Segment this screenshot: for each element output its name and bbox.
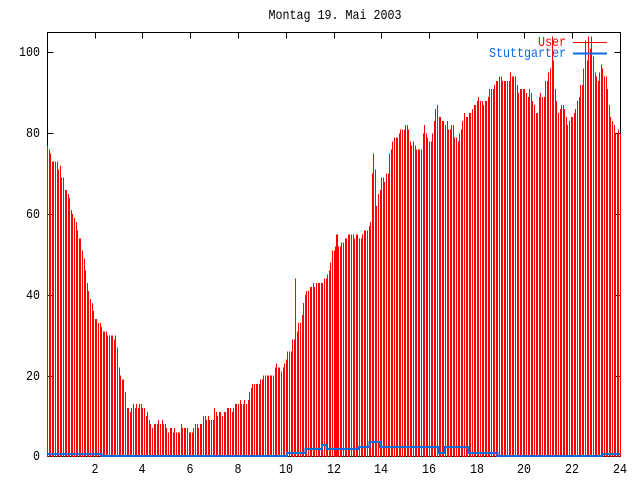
svg-text:6: 6 (187, 462, 194, 478)
svg-text:20: 20 (517, 462, 531, 478)
svg-text:40: 40 (26, 288, 40, 304)
svg-text:14: 14 (374, 462, 388, 478)
svg-text:60: 60 (26, 207, 40, 223)
svg-text:80: 80 (26, 126, 40, 142)
svg-text:4: 4 (139, 462, 146, 478)
svg-text:8: 8 (235, 462, 242, 478)
svg-text:10: 10 (279, 462, 293, 478)
svg-text:24: 24 (613, 462, 627, 478)
svg-text:18: 18 (470, 462, 484, 478)
svg-text:User: User (538, 35, 566, 51)
svg-text:20: 20 (26, 369, 40, 385)
svg-text:16: 16 (422, 462, 436, 478)
svg-text:2: 2 (92, 462, 99, 478)
svg-text:12: 12 (327, 462, 341, 478)
svg-text:22: 22 (565, 462, 579, 478)
svg-text:100: 100 (19, 45, 40, 61)
svg-text:0: 0 (33, 449, 40, 465)
svg-text:Montag 19. Mai 2003: Montag 19. Mai 2003 (269, 8, 402, 24)
svg-text:Stuttgarter: Stuttgarter (489, 46, 566, 62)
